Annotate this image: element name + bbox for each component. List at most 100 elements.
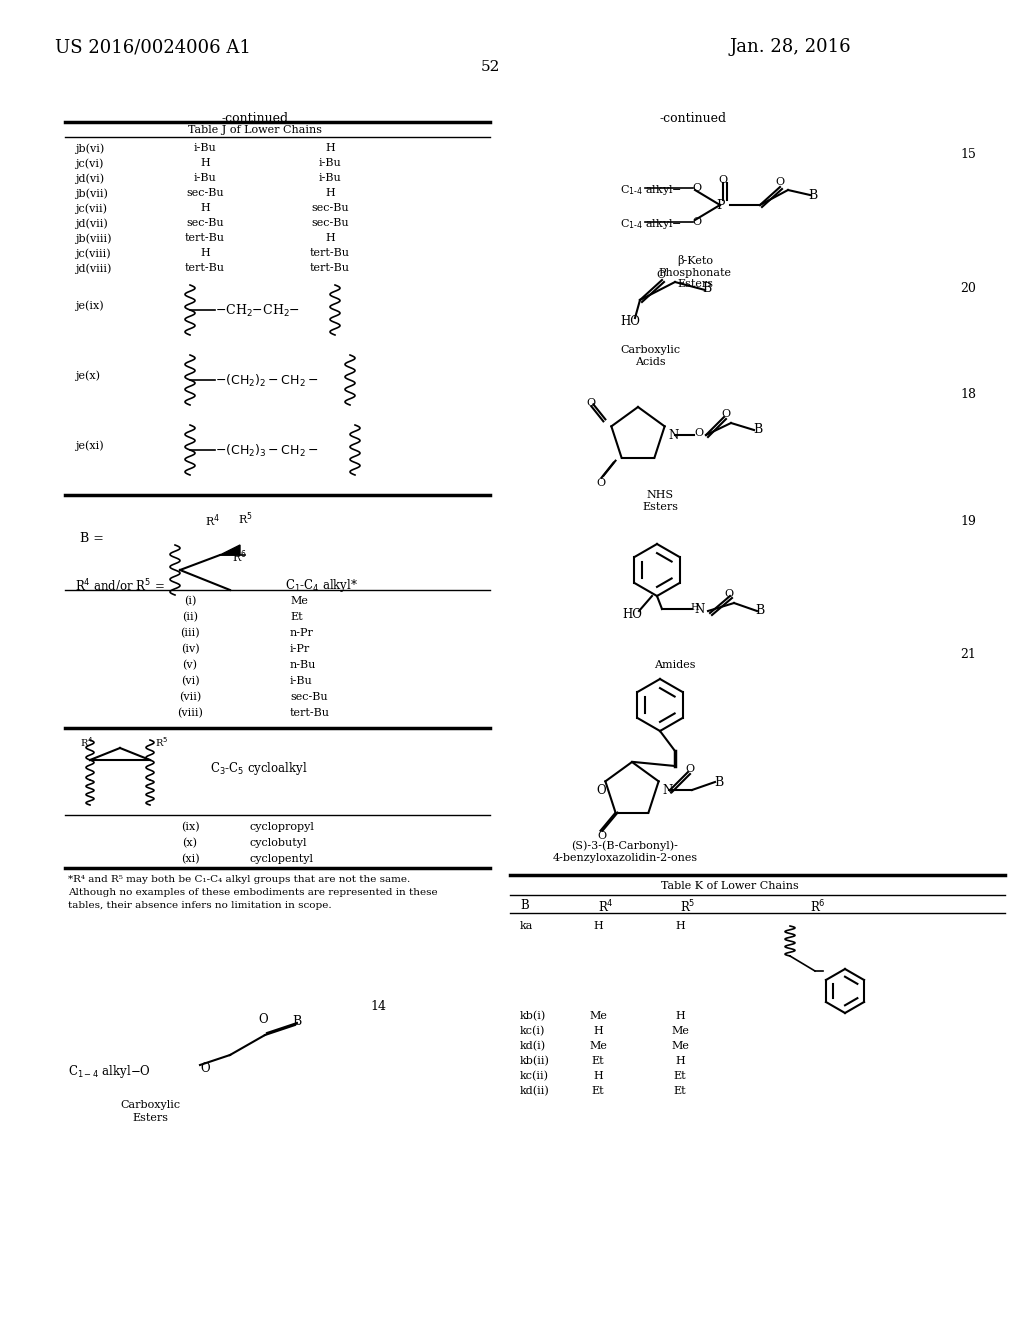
- Text: tables, their absence infers no limitation in scope.: tables, their absence infers no limitati…: [68, 902, 332, 909]
- Text: tert-Bu: tert-Bu: [310, 263, 350, 273]
- Polygon shape: [220, 545, 240, 554]
- Text: (ix): (ix): [180, 822, 200, 833]
- Text: *R⁴ and R⁵ may both be C₁-C₄ alkyl groups that are not the same.: *R⁴ and R⁵ may both be C₁-C₄ alkyl group…: [68, 875, 411, 884]
- Text: sec-Bu: sec-Bu: [311, 218, 349, 228]
- Text: (vi): (vi): [180, 676, 200, 686]
- Text: R$^6$: R$^6$: [810, 899, 825, 916]
- Text: je(xi): je(xi): [75, 440, 103, 450]
- Text: i-Bu: i-Bu: [194, 173, 216, 183]
- Text: R$^4$: R$^4$: [205, 512, 220, 528]
- Text: R$^4$ and/or R$^5$ =: R$^4$ and/or R$^5$ =: [75, 577, 165, 594]
- Text: Table J of Lower Chains: Table J of Lower Chains: [188, 125, 322, 135]
- Text: R$^5$: R$^5$: [680, 899, 695, 916]
- Text: H: H: [200, 248, 210, 257]
- Text: H: H: [690, 603, 698, 612]
- Text: $-({\rm CH}_2)_3-{\rm CH}_2-$: $-({\rm CH}_2)_3-{\rm CH}_2-$: [215, 444, 318, 459]
- Text: R$^4$: R$^4$: [80, 735, 93, 748]
- Text: HO: HO: [622, 609, 642, 620]
- Text: kb(ii): kb(ii): [520, 1056, 550, 1067]
- Text: O: O: [724, 589, 733, 599]
- Text: O: O: [694, 428, 703, 438]
- Text: kc(i): kc(i): [520, 1026, 546, 1036]
- Text: (iii): (iii): [180, 628, 200, 639]
- Text: $-({\rm CH}_2)_2-{\rm CH}_2-$: $-({\rm CH}_2)_2-{\rm CH}_2-$: [215, 374, 318, 389]
- Text: sec-Bu: sec-Bu: [311, 203, 349, 213]
- Text: 15: 15: [961, 148, 976, 161]
- Text: N: N: [694, 603, 705, 616]
- Text: H: H: [593, 1026, 603, 1036]
- Text: O: O: [258, 1012, 267, 1026]
- Text: O: O: [692, 183, 701, 193]
- Text: 14: 14: [370, 1001, 386, 1012]
- Text: B: B: [753, 422, 762, 436]
- Text: cyclobutyl: cyclobutyl: [250, 838, 307, 847]
- Text: Me: Me: [671, 1026, 689, 1036]
- Text: -continued: -continued: [221, 112, 289, 125]
- Text: Et: Et: [592, 1056, 604, 1067]
- Text: Me: Me: [589, 1011, 607, 1020]
- Text: sec-Bu: sec-Bu: [186, 187, 224, 198]
- Text: US 2016/0024006 A1: US 2016/0024006 A1: [55, 38, 251, 55]
- Text: sec-Bu: sec-Bu: [290, 692, 328, 702]
- Text: NHS
Esters: NHS Esters: [642, 490, 678, 512]
- Text: H: H: [593, 1071, 603, 1081]
- Text: H: H: [675, 1011, 685, 1020]
- Text: O: O: [596, 784, 605, 797]
- Text: 20: 20: [961, 282, 976, 294]
- Text: 52: 52: [480, 59, 500, 74]
- Text: i-Bu: i-Bu: [318, 158, 341, 168]
- Text: (v): (v): [182, 660, 198, 671]
- Text: O: O: [718, 176, 727, 185]
- Text: B =: B =: [80, 532, 103, 545]
- Text: -continued: -continued: [660, 112, 727, 125]
- Text: i-Pr: i-Pr: [290, 644, 310, 653]
- Text: i-Bu: i-Bu: [290, 676, 312, 686]
- Text: Jan. 28, 2016: Jan. 28, 2016: [730, 38, 852, 55]
- Text: jc(vii): jc(vii): [75, 203, 106, 214]
- Text: Et: Et: [674, 1071, 686, 1081]
- Text: tert-Bu: tert-Bu: [185, 234, 225, 243]
- Text: jb(vi): jb(vi): [75, 143, 104, 153]
- Text: C$_{1-4}$ alkyl$-$O: C$_{1-4}$ alkyl$-$O: [68, 1063, 151, 1080]
- Text: Amides: Amides: [654, 660, 695, 671]
- Text: C$_1$-C$_4$ alkyl*: C$_1$-C$_4$ alkyl*: [285, 577, 358, 594]
- Text: R$^5$: R$^5$: [155, 735, 168, 748]
- Text: kd(ii): kd(ii): [520, 1086, 550, 1097]
- Text: n-Pr: n-Pr: [290, 628, 314, 638]
- Text: tert-Bu: tert-Bu: [290, 708, 330, 718]
- Text: 19: 19: [961, 515, 976, 528]
- Text: N: N: [668, 429, 678, 442]
- Text: B: B: [808, 189, 817, 202]
- Text: (x): (x): [182, 838, 198, 849]
- Text: Et: Et: [290, 612, 303, 622]
- Text: C$_{1\text{-}4}$ alkyl$-$: C$_{1\text{-}4}$ alkyl$-$: [620, 216, 682, 231]
- Text: Me: Me: [589, 1041, 607, 1051]
- Text: jb(viii): jb(viii): [75, 234, 112, 244]
- Text: C$_{1\text{-}4}$ alkyl$-$: C$_{1\text{-}4}$ alkyl$-$: [620, 183, 682, 197]
- Text: (viii): (viii): [177, 708, 203, 718]
- Text: jc(vi): jc(vi): [75, 158, 103, 169]
- Text: jc(viii): jc(viii): [75, 248, 111, 259]
- Text: Esters: Esters: [132, 1113, 168, 1123]
- Text: H: H: [593, 921, 603, 931]
- Text: Table K of Lower Chains: Table K of Lower Chains: [662, 880, 799, 891]
- Text: H: H: [675, 921, 685, 931]
- Text: R$^5$: R$^5$: [238, 510, 253, 527]
- Text: 18: 18: [961, 388, 976, 401]
- Text: β-Keto
Phosphonate
Esters: β-Keto Phosphonate Esters: [658, 255, 731, 289]
- Text: H: H: [675, 1056, 685, 1067]
- Text: C$_3$-C$_5$ cycloalkyl: C$_3$-C$_5$ cycloalkyl: [210, 760, 307, 777]
- Text: B: B: [714, 776, 723, 789]
- Text: jd(vi): jd(vi): [75, 173, 104, 183]
- Text: je(x): je(x): [75, 370, 100, 380]
- Text: Me: Me: [671, 1041, 689, 1051]
- Text: N: N: [662, 784, 672, 797]
- Text: B: B: [702, 282, 712, 294]
- Text: O: O: [656, 271, 666, 280]
- Text: R$^6$: R$^6$: [232, 548, 247, 565]
- Text: kc(ii): kc(ii): [520, 1071, 549, 1081]
- Text: H: H: [326, 143, 335, 153]
- Text: Me: Me: [290, 597, 308, 606]
- Text: sec-Bu: sec-Bu: [186, 218, 224, 228]
- Text: O: O: [721, 409, 730, 418]
